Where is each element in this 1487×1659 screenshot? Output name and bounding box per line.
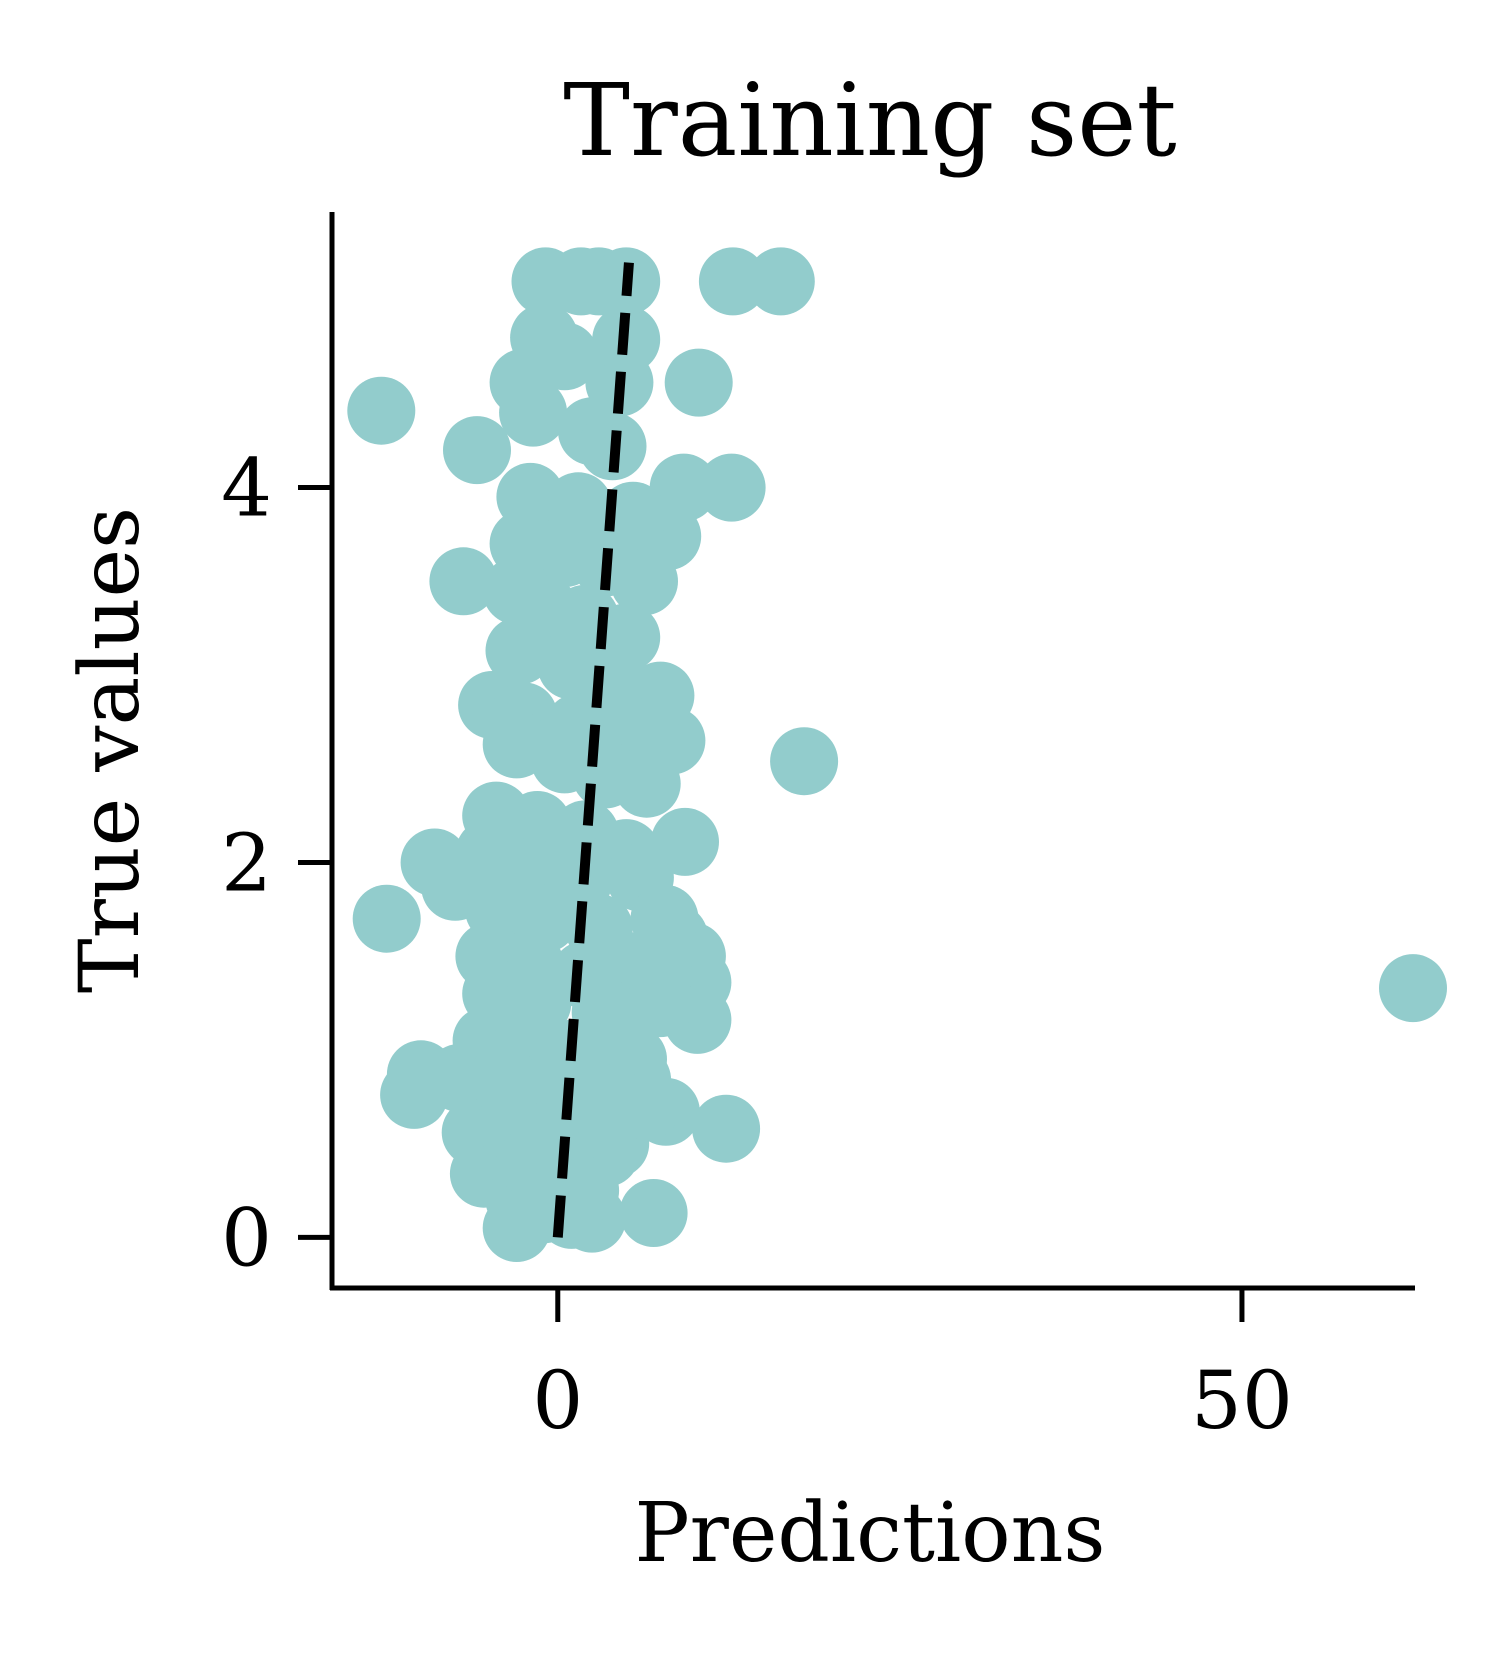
data-point	[612, 1072, 681, 1141]
y-axis-label: True values	[63, 507, 158, 993]
data-point	[429, 547, 498, 616]
reference-line	[552, 262, 634, 1238]
y-tick-label: 2	[221, 816, 272, 909]
points-layer	[347, 247, 1447, 1262]
data-point	[612, 749, 681, 818]
data-point	[499, 378, 568, 447]
y-tick-label: 4	[221, 442, 272, 535]
data-point	[443, 416, 511, 485]
x-tick-label: 0	[532, 1354, 583, 1447]
data-point	[746, 247, 815, 316]
data-point	[664, 348, 733, 417]
data-point	[352, 884, 421, 953]
data-point	[770, 727, 839, 796]
data-point	[619, 1179, 688, 1247]
data-point	[697, 453, 766, 522]
x-axis-label: Predictions	[635, 1486, 1106, 1581]
data-point	[482, 1194, 551, 1262]
data-point	[485, 616, 554, 685]
ticks-layer: 0 50 0 2 4	[221, 442, 1293, 1447]
axes-layer	[329, 212, 1415, 1291]
data-point	[347, 376, 416, 445]
data-point	[1379, 954, 1447, 1023]
data-point	[692, 1094, 761, 1163]
data-point	[698, 247, 767, 316]
data-point	[626, 969, 695, 1038]
x-tick-label: 50	[1191, 1354, 1293, 1447]
data-point	[551, 1156, 620, 1225]
y-tick-label: 0	[221, 1191, 272, 1284]
chart-title: Training set	[563, 62, 1176, 179]
